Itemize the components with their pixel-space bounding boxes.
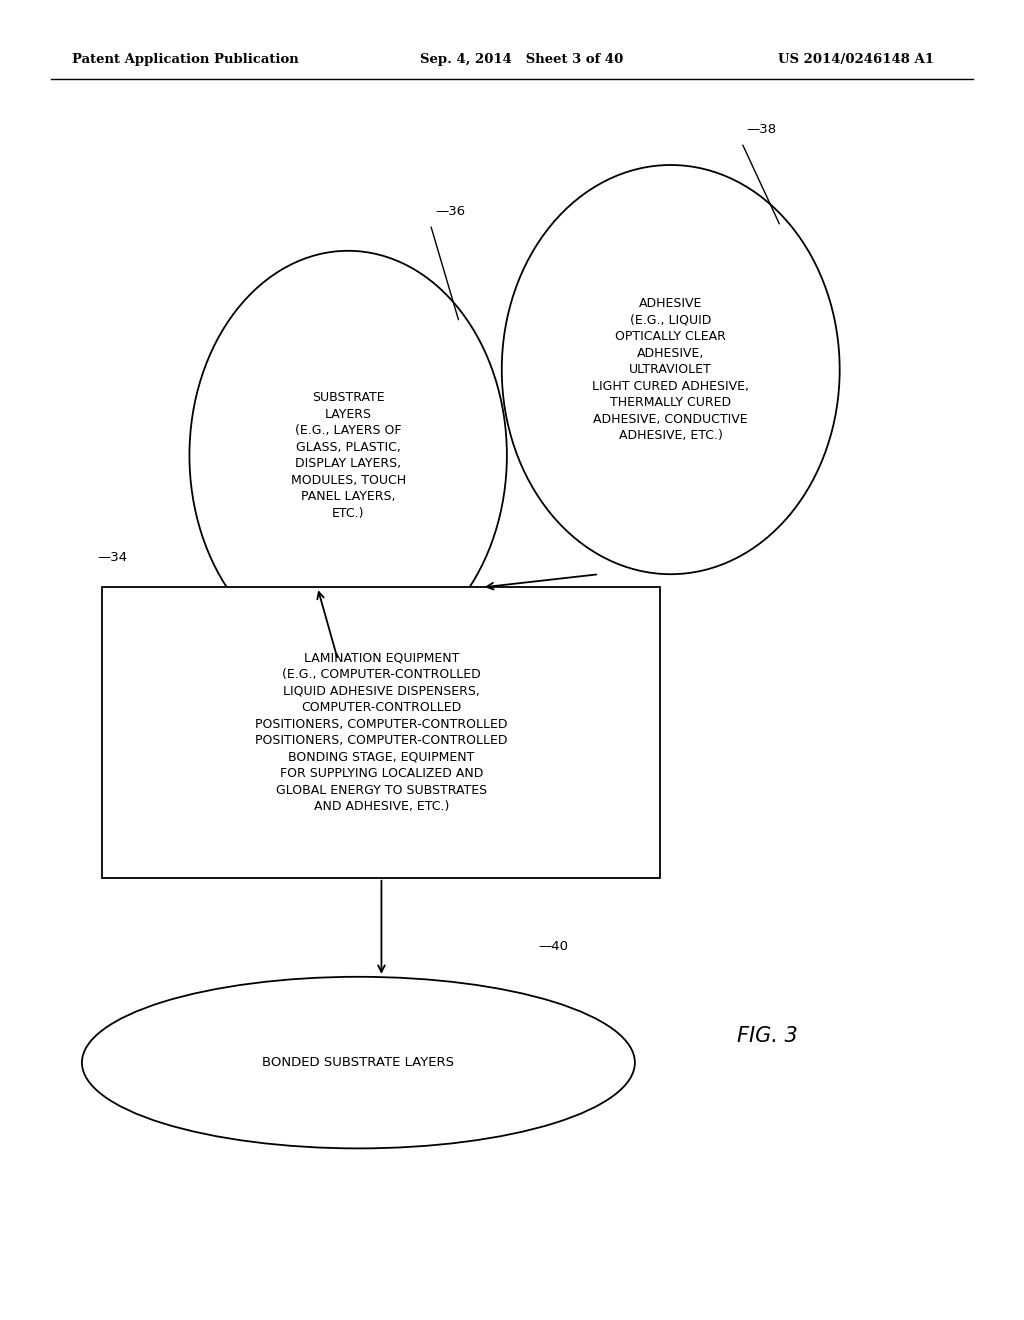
Text: Sep. 4, 2014   Sheet 3 of 40: Sep. 4, 2014 Sheet 3 of 40 <box>420 53 623 66</box>
Text: BONDED SUBSTRATE LAYERS: BONDED SUBSTRATE LAYERS <box>262 1056 455 1069</box>
FancyBboxPatch shape <box>102 587 660 878</box>
Text: ADHESIVE
(E.G., LIQUID
OPTICALLY CLEAR
ADHESIVE,
ULTRAVIOLET
LIGHT CURED ADHESIV: ADHESIVE (E.G., LIQUID OPTICALLY CLEAR A… <box>592 297 750 442</box>
Text: LAMINATION EQUIPMENT
(E.G., COMPUTER-CONTROLLED
LIQUID ADHESIVE DISPENSERS,
COMP: LAMINATION EQUIPMENT (E.G., COMPUTER-CON… <box>255 652 508 813</box>
Text: SUBSTRATE
LAYERS
(E.G., LAYERS OF
GLASS, PLASTIC,
DISPLAY LAYERS,
MODULES, TOUCH: SUBSTRATE LAYERS (E.G., LAYERS OF GLASS,… <box>291 391 406 520</box>
Text: —38: —38 <box>746 123 777 136</box>
Text: US 2014/0246148 A1: US 2014/0246148 A1 <box>778 53 934 66</box>
Text: Patent Application Publication: Patent Application Publication <box>72 53 298 66</box>
Text: —36: —36 <box>435 205 466 218</box>
Text: —40: —40 <box>539 940 568 953</box>
Text: —34: —34 <box>97 550 127 564</box>
Ellipse shape <box>82 977 635 1148</box>
Text: FIG. 3: FIG. 3 <box>737 1026 798 1047</box>
Ellipse shape <box>189 251 507 660</box>
Ellipse shape <box>502 165 840 574</box>
